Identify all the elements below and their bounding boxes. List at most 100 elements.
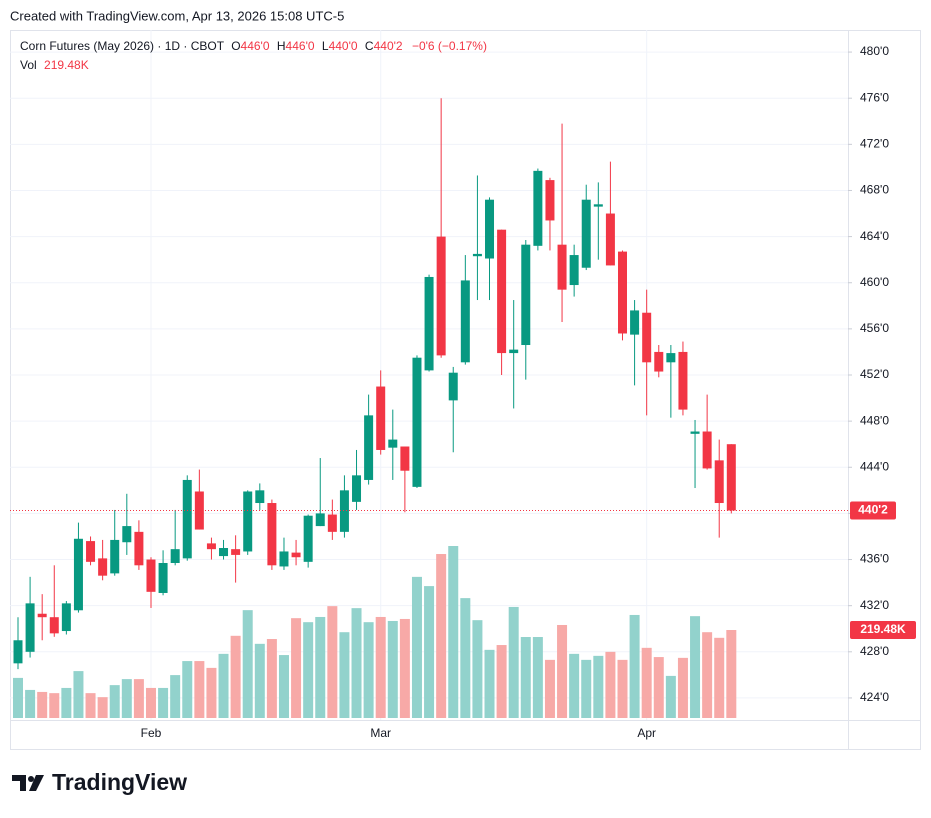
volume-bar [472, 620, 483, 718]
y-tick-label: 472'0 [860, 137, 889, 151]
candle-body [485, 199, 495, 259]
volume-bar [544, 659, 555, 718]
volume-bar [13, 677, 23, 718]
volume-bar [133, 679, 144, 718]
brand-logo [12, 775, 44, 791]
candle-body [412, 357, 422, 487]
candle-body [98, 558, 108, 576]
volume-bar [496, 645, 507, 718]
volume-bar [448, 546, 459, 718]
candle-body [618, 251, 627, 334]
volume-bar [85, 693, 96, 718]
volume-bar [593, 655, 604, 718]
candle-body [448, 372, 458, 401]
candle-body [327, 514, 337, 532]
y-tick-label: 460'0 [860, 275, 889, 289]
candle-body [569, 255, 579, 286]
legend-key: C [365, 39, 374, 53]
volume-bar [690, 616, 701, 718]
candle-body [291, 552, 301, 558]
candle-body [25, 603, 35, 652]
volume-bar [25, 689, 36, 718]
volume-bar [387, 620, 398, 718]
legend-key: O [231, 39, 240, 53]
brand-name: TradingView [52, 769, 187, 795]
legend-row: Corn Futures (May 2026) · 1D · CBOT O446… [20, 39, 487, 53]
volume-bar [109, 685, 120, 718]
candle-body [630, 310, 640, 335]
volume-bar [303, 622, 314, 718]
x-tick-label: Feb [141, 726, 162, 740]
volume-bar [508, 606, 519, 718]
legend-value: 446'0 [241, 39, 270, 53]
candle-body [424, 276, 434, 371]
candle-layer [13, 98, 736, 670]
price-tag-bg [850, 501, 896, 520]
candle-body [73, 538, 83, 611]
volume-bar [424, 586, 435, 718]
legend-value: 440'0 [329, 39, 358, 53]
candle-body [690, 431, 700, 434]
legend-value: 219.48K [44, 58, 89, 72]
volume-bar [569, 653, 580, 718]
candle-body [436, 236, 446, 356]
volume-bar [97, 697, 108, 718]
y-tick-label: 428'0 [860, 644, 889, 658]
volume-bar [484, 649, 495, 718]
volume-bar [327, 606, 338, 718]
candle-body [206, 543, 216, 550]
volume-bar [291, 618, 302, 718]
candle-body [497, 229, 507, 354]
volume-tag-bg [850, 621, 916, 640]
candle-body [122, 526, 132, 543]
volume-bar [714, 637, 725, 718]
candle-body [339, 490, 349, 532]
volume-bar [399, 618, 410, 718]
candle-body [642, 312, 652, 363]
volume-bar [617, 659, 628, 718]
y-tick-label: 448'0 [860, 413, 889, 427]
candle-body [170, 549, 180, 563]
y-tick-label: 432'0 [860, 598, 889, 612]
volume-bar [121, 679, 132, 718]
volume-tag: 219.48K [860, 622, 906, 636]
volume-bar [194, 661, 205, 718]
y-tick-label: 452'0 [860, 367, 889, 381]
legend-key: L [322, 39, 329, 53]
volume-bar [278, 655, 289, 718]
header: Created with TradingView.com, Apr 13, 20… [10, 8, 344, 23]
volume-bar [581, 659, 592, 718]
volume-bar [436, 554, 447, 718]
candle-body [267, 503, 277, 566]
volume-bar [605, 651, 616, 718]
candle-body [110, 539, 120, 574]
candle-body [219, 548, 229, 557]
candle-body [521, 244, 531, 346]
candle-body [593, 204, 603, 207]
candle-body [545, 180, 555, 221]
legend-value: 440'2 [374, 39, 403, 53]
volume-bar [182, 661, 193, 718]
volume-bar [557, 624, 568, 718]
volume-bar [653, 657, 664, 718]
volume-bar [339, 632, 350, 718]
candle-body [364, 415, 374, 480]
volume-bar [218, 653, 229, 718]
volume-bar [158, 687, 169, 718]
legend-key: Vol [20, 58, 37, 72]
y-tick-label: 424'0 [860, 690, 889, 704]
volume-bar [726, 630, 737, 718]
candle-body [231, 549, 241, 555]
volume-bar [375, 616, 386, 718]
volume-bar [363, 622, 374, 718]
axes: 424'0428'0432'0436'0440'0444'0448'0452'0… [10, 44, 916, 740]
volume-bar [254, 643, 265, 718]
volume-bar [73, 671, 84, 718]
candle-body [557, 244, 567, 290]
volume-bar [411, 576, 422, 718]
candle-body [376, 386, 386, 450]
volume-bar [145, 687, 156, 718]
candle-body [182, 479, 192, 559]
